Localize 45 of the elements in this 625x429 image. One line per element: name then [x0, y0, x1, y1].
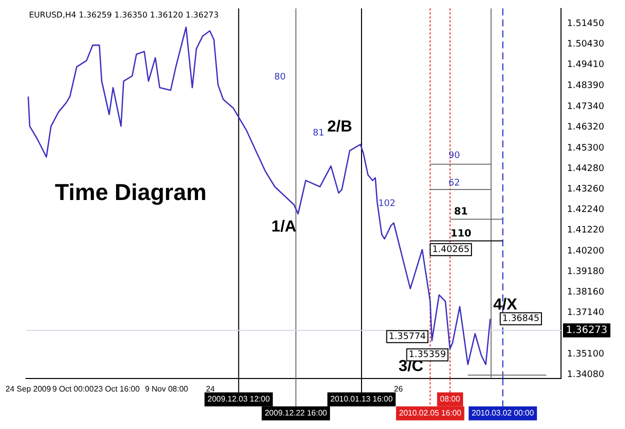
y-tick-label: 1.35100	[567, 349, 604, 360]
chart-title: EURUSD,H4 1.36259 1.36350 1.36120 1.36273	[29, 10, 219, 20]
y-tick-label: 1.45300	[567, 143, 604, 154]
x-tick-label: 26	[394, 384, 404, 394]
ref-line-label: 2010.02.05 16:00	[399, 408, 462, 418]
x-tick-label: 9 Oct 00:00	[52, 384, 94, 394]
annotation: 90	[448, 151, 460, 162]
y-tick-label: 1.47340	[567, 102, 604, 112]
annotation: Time Diagram	[54, 179, 207, 206]
ref-line-label: 2010.01.13 16:00	[330, 394, 394, 404]
annotation: 110	[450, 228, 472, 240]
x-tick-label: 23 Oct 16:00	[94, 384, 140, 394]
annotation: 80	[274, 72, 286, 82]
x-tick-label: 9 Nov 08:00	[144, 384, 189, 394]
y-tick-label: 1.37140	[567, 308, 604, 318]
ref-line-label: 2009.12.22 16:00	[264, 408, 328, 418]
annotation: 81	[454, 206, 468, 218]
x-tick-label: 24	[206, 384, 216, 394]
ref-line-label: 2010.03.02 00:00	[472, 408, 534, 418]
annotation: 1.35774	[388, 332, 426, 342]
annotation: 62	[448, 178, 460, 188]
y-tick-label: 1.46320	[567, 122, 604, 133]
y-tick-label: 1.49410	[567, 60, 604, 70]
ref-line-label: 1.36273	[566, 325, 608, 336]
annotation: 2/B	[327, 118, 352, 136]
y-tick-label: 1.50430	[567, 40, 604, 50]
y-tick-label: 1.38160	[567, 288, 604, 298]
ref-line-label: 08:00	[440, 394, 461, 404]
y-tick-label: 1.42240	[567, 205, 604, 216]
y-tick-label: 1.41220	[567, 226, 604, 236]
x-tick-label: 24 Sep 2009	[6, 384, 52, 394]
y-tick-label: 1.40200	[567, 246, 604, 256]
y-tick-label: 1.43260	[567, 184, 604, 194]
annotation: 1.35359	[408, 350, 446, 360]
annotation: 1.36845	[502, 314, 540, 324]
y-tick-label: 1.44280	[567, 164, 604, 174]
y-tick-label: 1.39180	[567, 266, 604, 277]
annotation: 102	[378, 199, 396, 210]
y-tick-label: 1.51450	[567, 18, 604, 29]
ref-line-label: 2009.12.03 12:00	[208, 394, 270, 404]
annotation: 81	[312, 128, 324, 139]
annotation: 1.40265	[432, 244, 470, 255]
y-tick-label: 1.34080	[567, 370, 604, 380]
y-tick-label: 1.48390	[567, 80, 604, 91]
annotation: 4/X	[493, 296, 518, 314]
